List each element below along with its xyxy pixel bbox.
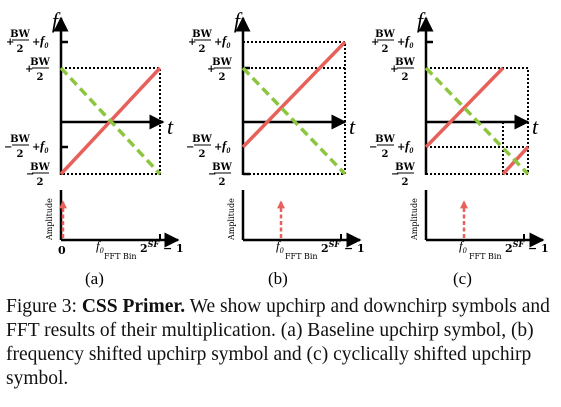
panel-c-label-bw-plus: + BW 2 [390, 57, 416, 83]
panel-b-label-bw-plus: + BW 2 [207, 57, 233, 83]
svg-text:2: 2 [382, 44, 389, 55]
svg-text:BW: BW [10, 134, 30, 145]
panel-a-label-bw-minus: − BW 2 [26, 162, 51, 188]
svg-text:+: + [188, 37, 196, 48]
panel-a-f-label: f [52, 8, 61, 33]
svg-text:+: + [25, 64, 33, 75]
panel-c-f-label: f [417, 8, 426, 33]
svg-text:2: 2 [17, 44, 24, 55]
caption-title: CSS Primer. [81, 296, 186, 317]
svg-text:+: + [32, 37, 40, 48]
svg-text:f0: f0 [405, 138, 413, 155]
panel-c-label-mid: − BW 2 + f0 [369, 134, 413, 160]
svg-text:2: 2 [382, 149, 389, 160]
panel-a-dotted-box [60, 67, 161, 175]
panel-b-label-bw-minus: − BW 2 [208, 162, 233, 188]
panel-b-t-label: t [349, 114, 356, 139]
svg-text:−: − [186, 142, 194, 153]
svg-text:+: + [32, 142, 40, 153]
svg-text:2: 2 [37, 177, 44, 188]
panel-c-amp-label: Amplitude [410, 198, 419, 241]
svg-text:BW: BW [212, 162, 232, 173]
svg-text:BW: BW [395, 57, 415, 68]
caption-text: We show upchirp and downchirp symbols an… [6, 296, 550, 389]
svg-text:2: 2 [199, 44, 206, 55]
panel-a-bin-zero: 0 [58, 244, 66, 257]
panel-a-label-bw-plus: + BW 2 [25, 57, 51, 83]
panel-a: f t Amplitude 0 f0 FFT Bin 2SF − 1 (a) +… [4, 8, 184, 288]
svg-text:+: + [397, 142, 405, 153]
svg-text:BW: BW [375, 134, 395, 145]
panel-c-bin-max: 2SF − 1 [505, 239, 549, 255]
panel-c-t-label: t [532, 114, 539, 139]
panel-a-bin-max: 2SF − 1 [140, 239, 184, 255]
svg-text:f0: f0 [40, 33, 48, 50]
panel-b: f t Amplitude f0 FFT Bin 2SF − 1 (b) + B… [186, 8, 365, 288]
svg-text:+: + [371, 37, 379, 48]
svg-text:2: 2 [219, 177, 226, 188]
panel-a-amp-label: Amplitude [45, 198, 54, 241]
panel-b-f-label: f [234, 8, 243, 33]
svg-text:−: − [391, 169, 399, 180]
svg-text:2: 2 [17, 149, 24, 160]
panel-a-t-label: t [167, 114, 174, 139]
svg-text:+: + [214, 142, 222, 153]
svg-text:BW: BW [395, 162, 415, 173]
svg-text:2: 2 [199, 149, 206, 160]
panel-a-bin-f0: f0 [96, 238, 104, 255]
panel-c-downchirp [424, 66, 530, 176]
panel-b-label-top: + BW 2 + f0 [188, 29, 230, 55]
panel-c: f t Amplitude f0 FFT Bin 2SF − 1 (c) + B… [369, 8, 549, 288]
svg-text:−: − [26, 169, 34, 180]
figure-caption: Figure 3: CSS Primer. We show upchirp an… [6, 295, 556, 391]
svg-text:+: + [207, 64, 215, 75]
svg-text:BW: BW [30, 57, 50, 68]
svg-text:2: 2 [402, 177, 409, 188]
svg-text:BW: BW [30, 162, 50, 173]
panel-c-label-bw-minus: − BW 2 [391, 162, 416, 188]
css-primer-figure: f t Amplitude 0 f0 FFT Bin 2SF − 1 (a) +… [4, 8, 549, 288]
panel-a-downchirp [59, 66, 162, 176]
panel-b-bin-max: 2SF − 1 [321, 239, 365, 255]
caption-figure-label: Figure 3: [6, 296, 77, 317]
panel-c-upchirp-part1 [424, 66, 505, 149]
svg-text:BW: BW [212, 57, 232, 68]
panel-c-label-top: + BW 2 + f0 [371, 29, 413, 55]
panel-a-label-mid: − BW 2 + f0 [4, 134, 48, 160]
panel-c-fft-bin: FFT Bin [469, 252, 502, 261]
panel-b-fft-bin: FFT Bin [285, 252, 318, 261]
svg-text:+: + [214, 37, 222, 48]
panel-a-sublabel: (a) [85, 269, 104, 288]
svg-text:−: − [4, 142, 12, 153]
svg-text:BW: BW [192, 29, 212, 40]
panel-b-bin-f0: f0 [276, 238, 284, 255]
svg-text:+: + [397, 37, 405, 48]
svg-text:2: 2 [402, 72, 409, 83]
svg-text:BW: BW [10, 29, 30, 40]
panel-b-amp-label: Amplitude [227, 198, 236, 241]
svg-text:BW: BW [192, 134, 212, 145]
panel-a-label-top: + BW 2 + f0 [6, 29, 48, 55]
panel-c-bin-f0: f0 [459, 238, 467, 255]
panel-b-upchirp [241, 40, 347, 149]
panel-b-dotted-box [243, 41, 346, 175]
svg-text:BW: BW [375, 29, 395, 40]
panel-a-fft-bin: FFT Bin [104, 252, 137, 261]
svg-text:f0: f0 [222, 138, 230, 155]
svg-text:f0: f0 [40, 138, 48, 155]
svg-text:f0: f0 [222, 33, 230, 50]
panel-b-sublabel: (b) [268, 269, 288, 288]
panel-b-label-mid: − BW 2 + f0 [186, 134, 230, 160]
panel-b-downchirp [241, 66, 347, 176]
panel-c-sublabel: (c) [453, 269, 472, 288]
svg-text:2: 2 [219, 72, 226, 83]
svg-text:+: + [390, 64, 398, 75]
svg-text:−: − [369, 142, 377, 153]
svg-text:+: + [6, 37, 14, 48]
svg-text:−: − [208, 169, 216, 180]
svg-text:2: 2 [37, 72, 44, 83]
svg-text:f0: f0 [405, 33, 413, 50]
